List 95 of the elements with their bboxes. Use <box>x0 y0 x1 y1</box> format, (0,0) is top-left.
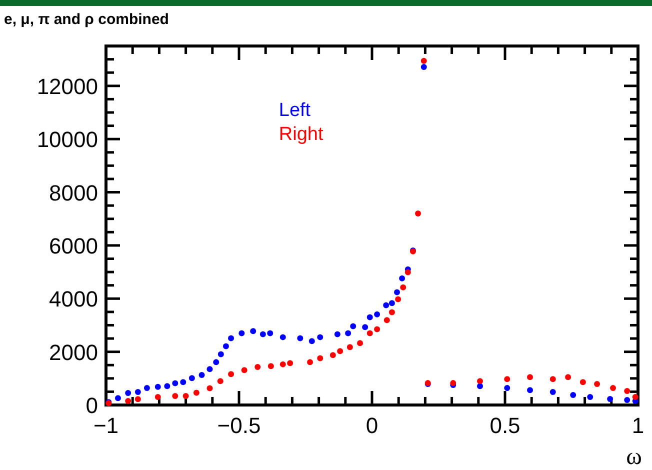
point <box>287 360 294 366</box>
point <box>297 335 304 342</box>
y-tick-label: 8000 <box>49 180 98 206</box>
point <box>222 343 229 350</box>
point <box>182 392 189 399</box>
x-tick-label: −0.5 <box>217 413 261 438</box>
point <box>394 289 400 296</box>
point <box>565 374 572 380</box>
x-axis-title: ω <box>626 444 642 470</box>
point <box>172 380 178 386</box>
y-tick-label: 2000 <box>49 340 98 365</box>
point <box>164 383 170 390</box>
point <box>198 372 205 378</box>
point <box>188 375 195 382</box>
point <box>154 394 161 400</box>
point <box>307 359 314 366</box>
y-tick-label: 10000 <box>36 127 98 152</box>
chart-title: e, μ, π and ρ combined <box>4 11 169 28</box>
text: Right <box>278 124 324 145</box>
point <box>366 330 373 336</box>
point <box>388 300 395 306</box>
point <box>476 378 483 384</box>
point <box>308 338 315 344</box>
x-tick-label: 1 <box>632 413 644 438</box>
point <box>570 392 576 398</box>
point <box>193 390 200 396</box>
point <box>504 384 510 391</box>
point <box>400 284 406 290</box>
text: Left <box>278 100 312 121</box>
point <box>632 394 638 400</box>
point <box>420 58 427 64</box>
point <box>399 275 406 282</box>
point <box>317 355 324 362</box>
point <box>317 334 324 340</box>
point <box>374 311 380 318</box>
y-tick-label: 12000 <box>36 74 98 99</box>
point <box>374 326 380 332</box>
point <box>280 334 286 340</box>
point <box>594 380 600 387</box>
point <box>125 398 132 404</box>
y-tick-label: 4000 <box>49 286 98 312</box>
point <box>250 328 256 334</box>
point <box>334 331 340 338</box>
y-tick-label: 6000 <box>49 233 98 258</box>
point <box>134 396 141 402</box>
point <box>357 340 364 346</box>
point <box>217 378 224 384</box>
point <box>268 363 274 370</box>
point <box>228 335 234 342</box>
point <box>241 367 248 374</box>
point <box>527 387 534 394</box>
point <box>228 371 234 378</box>
point <box>550 388 556 395</box>
point <box>260 331 266 338</box>
point <box>213 359 220 366</box>
point <box>206 366 213 372</box>
point <box>254 364 261 370</box>
point <box>476 383 483 390</box>
point <box>383 302 390 308</box>
point <box>384 317 390 324</box>
point <box>587 394 594 400</box>
point <box>154 384 161 390</box>
x-tick-label: 0 <box>366 413 378 438</box>
point <box>337 348 344 354</box>
point <box>280 361 286 368</box>
point <box>144 384 150 391</box>
point <box>610 384 616 391</box>
point <box>238 330 245 336</box>
point <box>527 374 534 380</box>
point <box>345 330 352 336</box>
point <box>624 396 630 403</box>
point <box>366 314 373 320</box>
point <box>388 309 395 316</box>
point <box>180 379 186 386</box>
point <box>420 64 427 70</box>
point <box>330 352 336 358</box>
point <box>395 296 402 302</box>
point <box>346 344 353 350</box>
point <box>206 385 213 392</box>
point <box>267 330 274 336</box>
point <box>607 396 614 402</box>
point <box>172 392 178 399</box>
point <box>550 376 556 382</box>
point <box>415 210 422 217</box>
point <box>114 395 121 402</box>
point <box>624 388 630 394</box>
point <box>125 390 132 396</box>
point <box>504 376 510 382</box>
point <box>580 379 586 386</box>
point <box>404 269 411 276</box>
point <box>218 351 224 358</box>
x-tick-label: 0.5 <box>490 413 520 438</box>
point <box>350 323 356 330</box>
point <box>134 388 141 395</box>
point <box>362 324 368 330</box>
